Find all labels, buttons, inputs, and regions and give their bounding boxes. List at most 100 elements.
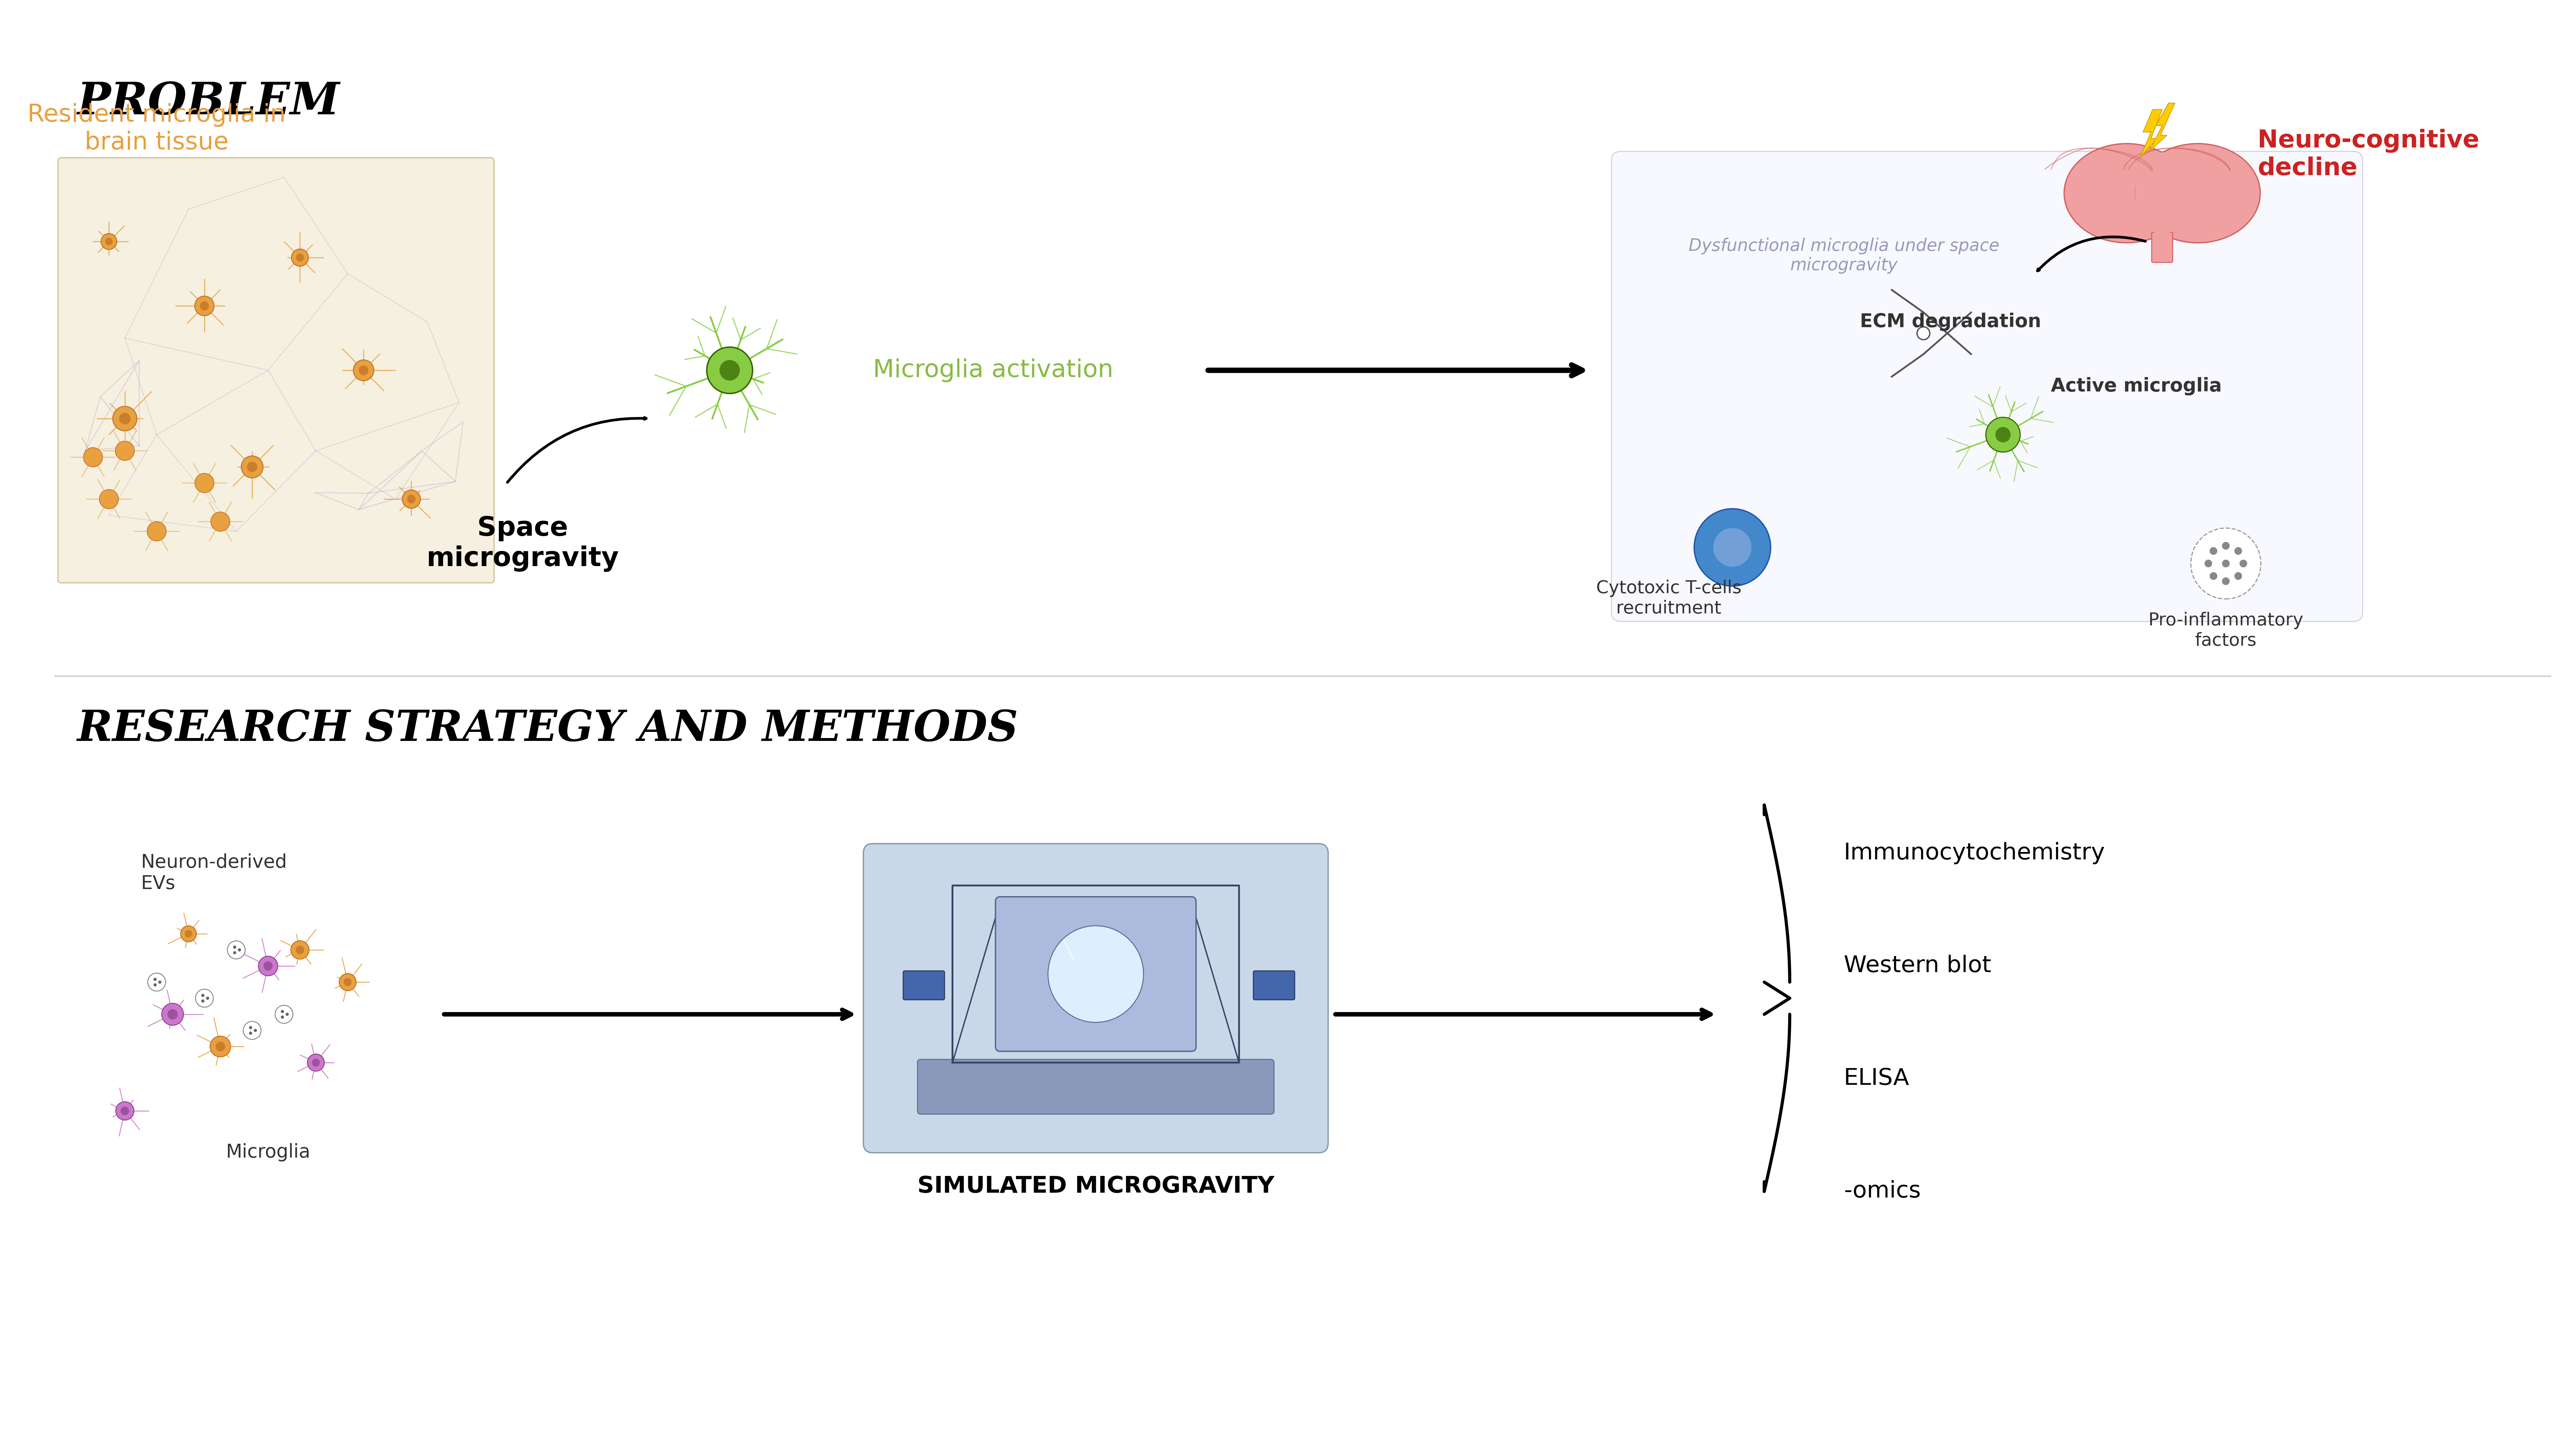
- Circle shape: [2233, 572, 2241, 580]
- Circle shape: [2223, 559, 2231, 568]
- Text: Microglia: Microglia: [227, 1143, 309, 1162]
- Circle shape: [211, 511, 229, 532]
- Circle shape: [307, 1053, 325, 1071]
- Circle shape: [1917, 327, 1929, 339]
- Ellipse shape: [2136, 152, 2190, 233]
- Circle shape: [227, 940, 245, 959]
- Circle shape: [201, 994, 204, 997]
- FancyBboxPatch shape: [917, 1059, 1275, 1114]
- Text: PROBLEM: PROBLEM: [77, 81, 340, 123]
- Circle shape: [719, 359, 739, 381]
- Text: Western blot: Western blot: [1844, 955, 1991, 977]
- Circle shape: [358, 365, 368, 375]
- Text: Immunocytochemistry: Immunocytochemistry: [1844, 842, 2105, 865]
- Circle shape: [232, 946, 237, 949]
- Circle shape: [206, 997, 209, 1000]
- Circle shape: [147, 522, 167, 540]
- Circle shape: [113, 406, 137, 430]
- Circle shape: [162, 1003, 183, 1026]
- Text: Active microglia: Active microglia: [2050, 377, 2221, 396]
- Circle shape: [106, 238, 113, 245]
- Circle shape: [247, 462, 258, 472]
- Circle shape: [185, 930, 193, 938]
- Circle shape: [343, 978, 353, 987]
- Circle shape: [706, 348, 752, 394]
- Circle shape: [196, 990, 214, 1007]
- Circle shape: [118, 413, 131, 425]
- Text: RESEARCH STRATEGY AND METHODS: RESEARCH STRATEGY AND METHODS: [77, 709, 1018, 751]
- Text: ECM degradation: ECM degradation: [1860, 313, 2040, 332]
- Text: ELISA: ELISA: [1844, 1068, 1909, 1090]
- Text: Space
microgravity: Space microgravity: [428, 516, 618, 572]
- Circle shape: [296, 946, 304, 955]
- Circle shape: [147, 974, 165, 991]
- Circle shape: [155, 978, 157, 981]
- Circle shape: [201, 301, 209, 310]
- Polygon shape: [2141, 110, 2161, 158]
- Circle shape: [296, 254, 304, 262]
- FancyBboxPatch shape: [994, 897, 1195, 1052]
- Circle shape: [2239, 559, 2246, 568]
- Circle shape: [242, 456, 263, 478]
- Circle shape: [1048, 926, 1144, 1023]
- Circle shape: [216, 1042, 224, 1052]
- Circle shape: [196, 296, 214, 316]
- Circle shape: [353, 359, 374, 381]
- Circle shape: [116, 440, 134, 461]
- Circle shape: [237, 948, 242, 952]
- Circle shape: [196, 474, 214, 493]
- Circle shape: [180, 926, 196, 942]
- Circle shape: [121, 1107, 129, 1116]
- Circle shape: [2223, 542, 2231, 549]
- Circle shape: [100, 233, 116, 249]
- Circle shape: [155, 984, 157, 987]
- Circle shape: [2223, 577, 2231, 585]
- Circle shape: [1986, 417, 2020, 452]
- Circle shape: [242, 1022, 260, 1039]
- Polygon shape: [2148, 103, 2174, 151]
- FancyBboxPatch shape: [2151, 232, 2172, 262]
- Circle shape: [281, 1016, 283, 1019]
- Circle shape: [340, 974, 355, 991]
- Circle shape: [263, 961, 273, 971]
- Circle shape: [250, 1026, 252, 1029]
- FancyBboxPatch shape: [863, 843, 1329, 1153]
- Circle shape: [100, 490, 118, 509]
- Circle shape: [2210, 572, 2218, 580]
- FancyBboxPatch shape: [59, 158, 495, 582]
- Circle shape: [2190, 527, 2262, 598]
- Text: Dysfunctional microglia under space
microgravity: Dysfunctional microglia under space micr…: [1687, 238, 1999, 274]
- Text: Neuro-cognitive
decline: Neuro-cognitive decline: [2257, 129, 2481, 180]
- Text: Cytotoxic T-cells
recruitment: Cytotoxic T-cells recruitment: [1597, 580, 1741, 617]
- Circle shape: [201, 1000, 204, 1003]
- Circle shape: [1996, 427, 2012, 442]
- Circle shape: [211, 1036, 232, 1056]
- Circle shape: [2210, 548, 2218, 555]
- Circle shape: [1695, 509, 1770, 585]
- Text: -omics: -omics: [1844, 1181, 1922, 1203]
- Circle shape: [167, 1009, 178, 1020]
- Text: Pro-inflammatory
factors: Pro-inflammatory factors: [2148, 611, 2303, 649]
- FancyBboxPatch shape: [1613, 151, 2362, 622]
- Text: Resident microglia in
brain tissue: Resident microglia in brain tissue: [28, 103, 286, 155]
- Circle shape: [250, 1032, 252, 1035]
- Text: Neuron-derived
EVs: Neuron-derived EVs: [142, 853, 286, 893]
- Circle shape: [255, 1029, 258, 1032]
- Circle shape: [402, 490, 420, 509]
- Circle shape: [1713, 527, 1752, 567]
- Circle shape: [281, 1010, 283, 1013]
- Ellipse shape: [2136, 143, 2259, 243]
- Circle shape: [232, 951, 237, 955]
- Circle shape: [286, 1013, 289, 1016]
- Circle shape: [116, 1101, 134, 1120]
- FancyBboxPatch shape: [1255, 971, 1296, 1000]
- Circle shape: [258, 956, 278, 975]
- Text: SIMULATED MICROGRAVITY: SIMULATED MICROGRAVITY: [917, 1175, 1275, 1197]
- Text: Microglia activation: Microglia activation: [873, 358, 1113, 383]
- Circle shape: [276, 1006, 294, 1023]
- Circle shape: [312, 1059, 319, 1066]
- Ellipse shape: [2063, 143, 2190, 243]
- Circle shape: [407, 494, 415, 503]
- Circle shape: [157, 981, 162, 984]
- Circle shape: [291, 249, 309, 267]
